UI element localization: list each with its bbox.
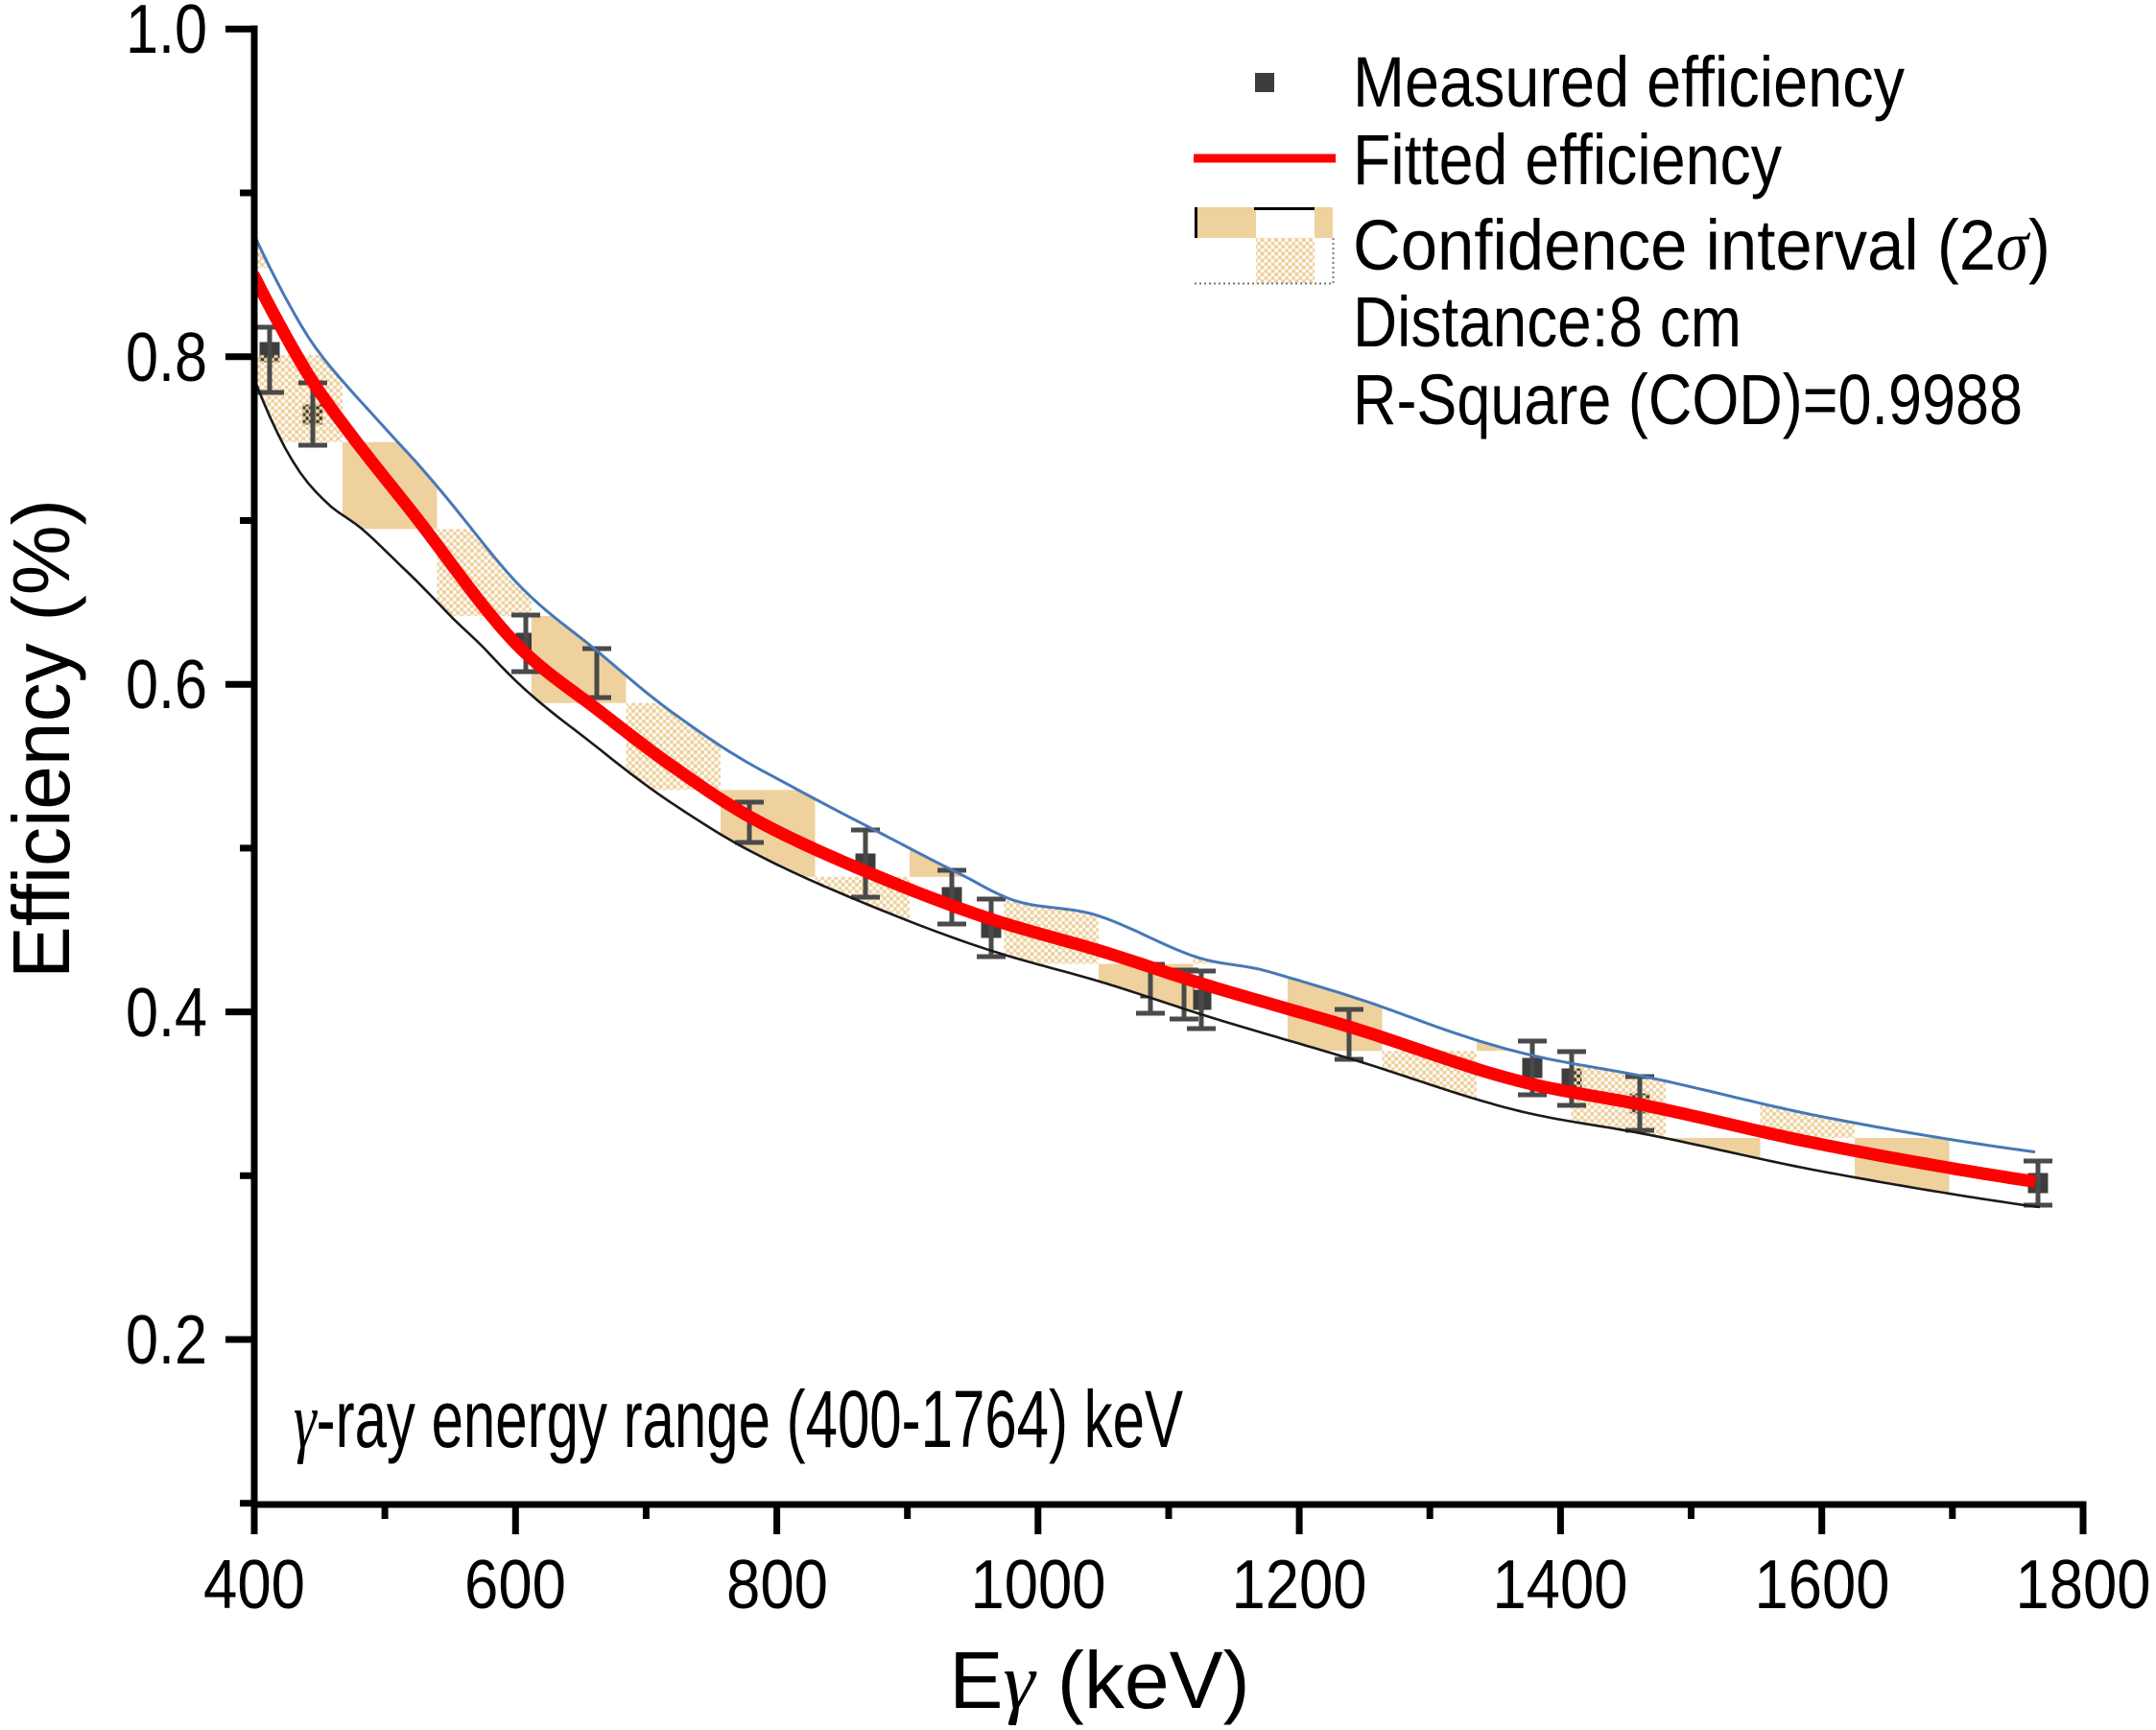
svg-text:400: 400 xyxy=(203,1547,305,1623)
svg-text:0.8: 0.8 xyxy=(126,320,207,396)
svg-text:Confidence interval (2σ): Confidence interval (2σ) xyxy=(1353,205,2050,286)
svg-text:600: 600 xyxy=(464,1547,566,1623)
svg-text:1200: 1200 xyxy=(1232,1547,1367,1623)
svg-text:1000: 1000 xyxy=(971,1547,1106,1623)
svg-text:800: 800 xyxy=(726,1547,828,1623)
svg-text:0.4: 0.4 xyxy=(126,975,207,1052)
svg-text:1400: 1400 xyxy=(1493,1547,1628,1623)
svg-text:1600: 1600 xyxy=(1755,1547,1890,1623)
svg-text:Efficiency (%): Efficiency (%) xyxy=(0,499,86,979)
svg-text:Fitted efficiency: Fitted efficiency xyxy=(1353,120,1782,200)
svg-text:1.0: 1.0 xyxy=(126,0,207,68)
svg-text:0.6: 0.6 xyxy=(126,647,207,723)
svg-text:γ-ray energy range (400-1764): γ-ray energy range (400-1764) keV xyxy=(294,1374,1183,1465)
svg-text:1800: 1800 xyxy=(2016,1547,2151,1623)
svg-text:0.2: 0.2 xyxy=(126,1302,207,1379)
svg-text:Measured efficiency: Measured efficiency xyxy=(1353,42,1905,122)
svg-text:Eγ (keV): Eγ (keV) xyxy=(949,1635,1249,1726)
svg-text:Distance:8 cm: Distance:8 cm xyxy=(1353,282,1741,362)
svg-text:R-Square (COD)=0.9988: R-Square (COD)=0.9988 xyxy=(1353,360,2023,439)
